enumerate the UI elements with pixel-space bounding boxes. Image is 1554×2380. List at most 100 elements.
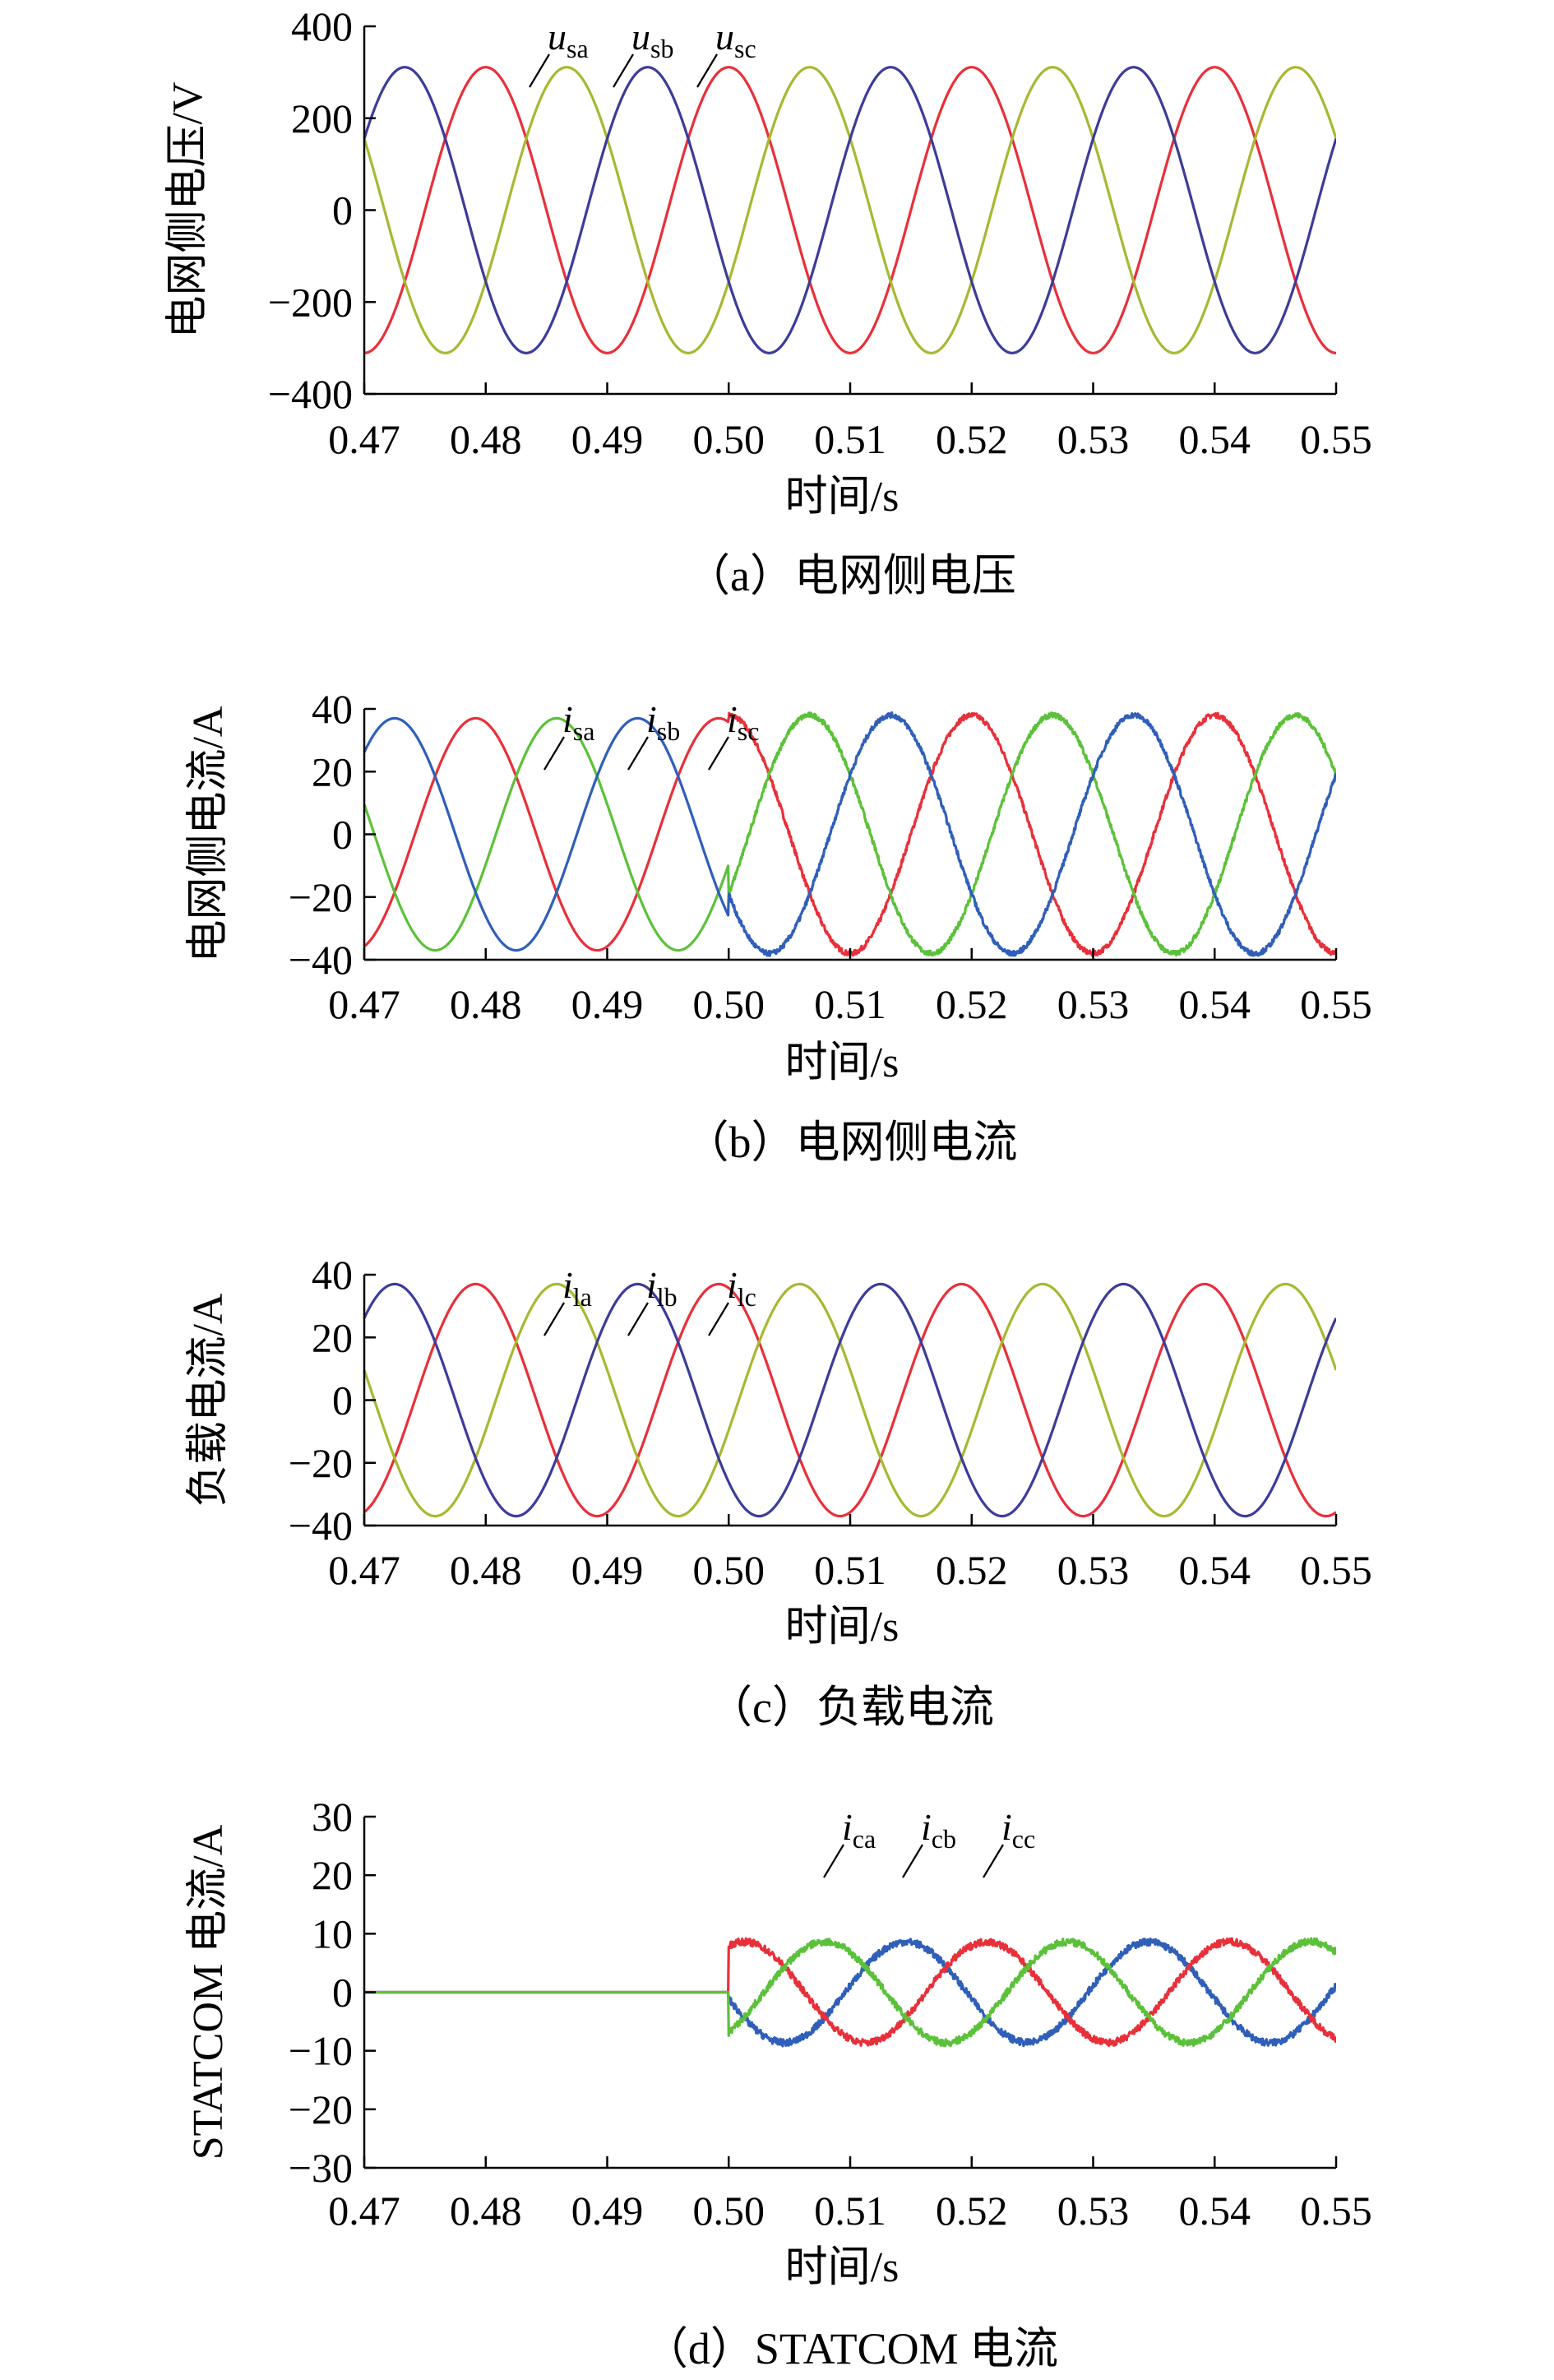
- series-line-lc: [364, 1282, 1336, 1518]
- y-tick-label: −30: [289, 2145, 353, 2191]
- x-tick-label: 0.50: [693, 416, 765, 462]
- x-tick-label: 0.51: [814, 2188, 886, 2234]
- x-tick-label: 0.49: [571, 416, 644, 462]
- x-tick-label: 0.48: [450, 1547, 522, 1593]
- series-label-la: ila: [562, 1264, 592, 1312]
- series-line-sb: [364, 66, 1336, 354]
- y-tick-label: 0: [332, 1970, 353, 2016]
- y-tick-label: 0: [332, 1378, 353, 1424]
- annotation-leader: [708, 1302, 729, 1336]
- x-tick-label: 0.49: [571, 2188, 644, 2234]
- x-tick-label: 0.55: [1300, 416, 1372, 462]
- y-axis-label: STATCOM 电流/A: [185, 1824, 232, 2160]
- y-tick-label: 30: [312, 1794, 353, 1840]
- series-label-sc: isc: [727, 698, 759, 746]
- series-line-cc: [364, 1937, 1336, 2048]
- subfigure-caption: （a）电网侧电压: [686, 551, 1016, 600]
- x-tick-label: 0.55: [1300, 2188, 1372, 2234]
- series-group: [364, 66, 1336, 354]
- series-label-sb: usb: [631, 16, 673, 63]
- series-line-sc: [364, 66, 1336, 354]
- annotation-leader: [983, 1844, 1004, 1878]
- x-tick-label: 0.51: [814, 1547, 886, 1593]
- x-tick-label: 0.53: [1057, 2188, 1130, 2234]
- annotation-leader: [543, 736, 565, 771]
- y-tick-label: 400: [291, 3, 353, 49]
- y-axis-label: 负载电流/A: [185, 1293, 232, 1507]
- annotation-leader: [823, 1844, 844, 1878]
- x-tick-label: 0.50: [693, 1547, 765, 1593]
- annotation-leader: [529, 53, 550, 88]
- x-tick-label: 0.51: [814, 981, 886, 1027]
- x-tick-label: 0.48: [450, 416, 522, 462]
- annotation-leader: [708, 736, 729, 771]
- x-tick-label: 0.52: [936, 416, 1008, 462]
- subfigure-caption: （b）电网侧电流: [685, 1118, 1018, 1167]
- series-label-cc: icc: [1001, 1806, 1035, 1854]
- y-tick-label: 10: [312, 1910, 353, 1956]
- series-label-sb: isb: [646, 698, 680, 746]
- x-tick-label: 0.47: [328, 2188, 400, 2234]
- y-tick-label: −200: [268, 279, 353, 325]
- x-axis-label: 时间/s: [785, 1604, 900, 1651]
- x-tick-label: 0.55: [1300, 1547, 1372, 1593]
- x-tick-label: 0.53: [1057, 981, 1130, 1027]
- x-tick-label: 0.49: [571, 1547, 644, 1593]
- x-tick-label: 0.51: [814, 416, 886, 462]
- x-tick-label: 0.54: [1179, 981, 1251, 1027]
- y-tick-label: −10: [289, 2028, 353, 2074]
- y-tick-label: −20: [289, 1440, 353, 1486]
- series-line-la: [364, 1282, 1336, 1518]
- series-line-lb: [364, 1282, 1336, 1518]
- annotation-leader: [613, 53, 634, 88]
- chart-c: 40 20 0 −20 −400.47 0.48 0.49 0.50 0.51 0.52 0.53 0…: [185, 1252, 1372, 1732]
- series-line-sc: [364, 711, 1336, 957]
- x-axis-label: 时间/s: [785, 2244, 900, 2291]
- x-axis-label: 时间/s: [785, 474, 900, 521]
- x-tick-label: 0.48: [450, 2188, 522, 2234]
- y-tick-label: −20: [289, 874, 353, 920]
- y-tick-label: −40: [289, 1503, 353, 1549]
- y-tick-label: 20: [312, 1852, 353, 1898]
- y-tick-label: 40: [312, 686, 353, 732]
- y-tick-label: −20: [289, 2086, 353, 2132]
- y-tick-label: 20: [312, 748, 353, 794]
- annotation-leader: [902, 1844, 923, 1878]
- y-tick-label: 40: [312, 1252, 353, 1298]
- y-tick-label: 200: [291, 95, 353, 141]
- x-tick-label: 0.53: [1057, 416, 1130, 462]
- x-tick-label: 0.53: [1057, 1547, 1130, 1593]
- annotation-leader: [627, 736, 649, 771]
- y-tick-label: 0: [332, 812, 353, 858]
- series-label-lc: ilc: [727, 1264, 756, 1312]
- y-tick-label: 0: [332, 188, 353, 234]
- series-label-sa: isa: [562, 698, 594, 746]
- y-axis-label: 电网侧电压/V: [164, 81, 211, 338]
- x-tick-label: 0.47: [328, 416, 400, 462]
- x-tick-label: 0.54: [1179, 416, 1251, 462]
- x-tick-label: 0.54: [1179, 1547, 1251, 1593]
- subfigure-caption: （c）负载电流: [708, 1683, 994, 1732]
- x-tick-label: 0.52: [936, 2188, 1008, 2234]
- series-line-sa: [364, 711, 1336, 957]
- y-axis-label: 电网侧电流/A: [185, 706, 232, 962]
- series-line-sb: [364, 711, 1336, 957]
- series-line-sa: [364, 66, 1336, 354]
- x-tick-label: 0.50: [693, 2188, 765, 2234]
- y-tick-label: −400: [268, 371, 353, 417]
- series-label-sa: usa: [548, 16, 589, 63]
- x-tick-label: 0.47: [328, 1547, 400, 1593]
- x-tick-label: 0.52: [936, 1547, 1008, 1593]
- series-group: [364, 1937, 1336, 2048]
- x-tick-label: 0.54: [1179, 2188, 1251, 2234]
- y-tick-label: 20: [312, 1314, 353, 1360]
- series-label-lb: ilb: [646, 1264, 678, 1312]
- series-label-ca: ica: [842, 1806, 876, 1854]
- series-label-sc: usc: [715, 16, 756, 63]
- x-tick-label: 0.55: [1300, 981, 1372, 1027]
- x-axis-label: 时间/s: [785, 1040, 900, 1086]
- series-label-cb: icb: [921, 1806, 956, 1854]
- annotation-leader: [696, 53, 718, 88]
